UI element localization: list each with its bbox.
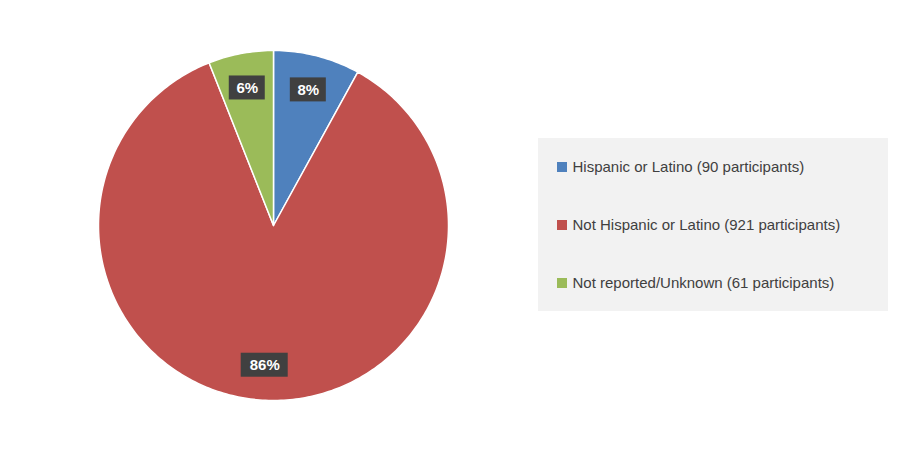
- svg-text:6%: 6%: [236, 79, 258, 96]
- svg-text:86%: 86%: [250, 356, 280, 373]
- svg-text:Not reported/Unknown (61 parti: Not reported/Unknown (61 participants): [573, 274, 835, 291]
- svg-text:Not Hispanic or Latino (921 pa: Not Hispanic or Latino (921 participants…: [573, 216, 841, 233]
- svg-text:Hispanic or Latino (90 partici: Hispanic or Latino (90 participants): [573, 158, 805, 175]
- svg-text:8%: 8%: [297, 81, 319, 98]
